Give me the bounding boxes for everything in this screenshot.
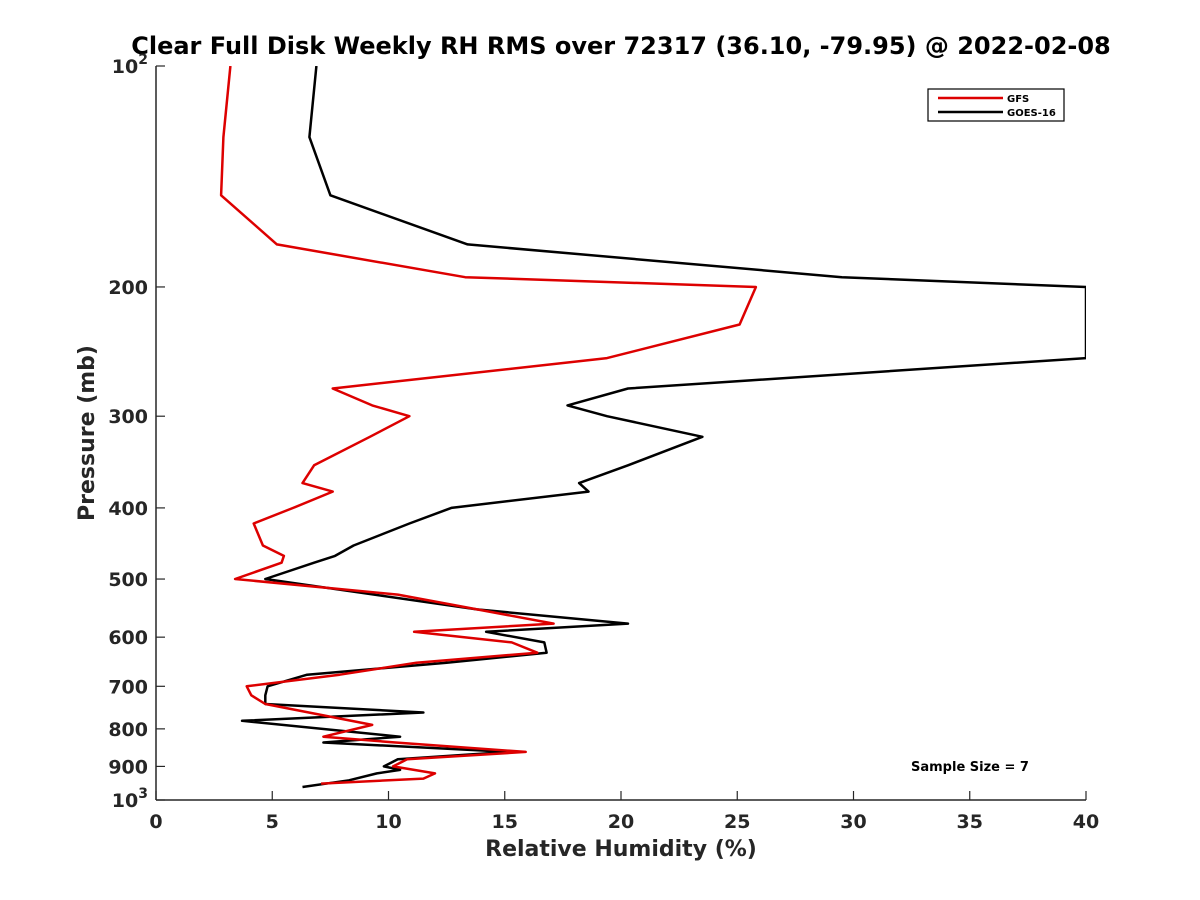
legend-box	[927, 88, 1065, 122]
y-tick-label: 200	[108, 277, 148, 299]
x-tick-label: 0	[149, 811, 162, 833]
y-tick-label: 103	[112, 786, 148, 812]
y-tick-label: 900	[108, 756, 148, 778]
legend-entries: GFS GOES-16	[938, 94, 1056, 119]
x-tick-label: 25	[724, 811, 750, 833]
x-ticks: 0 5 10 15 20 25 30 35 40	[149, 791, 1099, 833]
y-tick-label: 700	[108, 676, 148, 698]
series-line-goes-16	[240, 66, 1086, 789]
chart-title: Clear Full Disk Weekly RH RMS over 72317…	[131, 32, 1111, 60]
y-tick-label: 600	[108, 627, 148, 649]
y-tick-label: 500	[108, 569, 148, 591]
x-tick-label: 30	[840, 811, 866, 833]
legend: GFS GOES-16	[927, 88, 1065, 122]
series-line-gfs	[219, 66, 758, 785]
x-tick-label: 35	[957, 811, 983, 833]
plot-series	[219, 66, 1086, 789]
y-tick-label: 102	[112, 52, 148, 78]
x-tick-label: 40	[1073, 811, 1099, 833]
sample-size-annotation: Sample Size = 7	[911, 760, 1029, 775]
y-axis-label: Pressure (mb)	[75, 345, 100, 521]
y-tick-label: 400	[108, 498, 148, 520]
x-tick-label: 15	[492, 811, 518, 833]
legend-label: GOES-16	[1007, 108, 1056, 119]
x-axis-label: Relative Humidity (%)	[485, 837, 757, 862]
x-tick-label: 20	[608, 811, 634, 833]
y-tick-label: 300	[108, 406, 148, 428]
x-tick-label: 5	[266, 811, 279, 833]
y-tick-label: 800	[108, 719, 148, 741]
y-ticks: 102 200 300 400 500 600 700 800 900 103	[108, 52, 165, 812]
legend-label: GFS	[1007, 94, 1029, 105]
x-tick-label: 10	[375, 811, 401, 833]
